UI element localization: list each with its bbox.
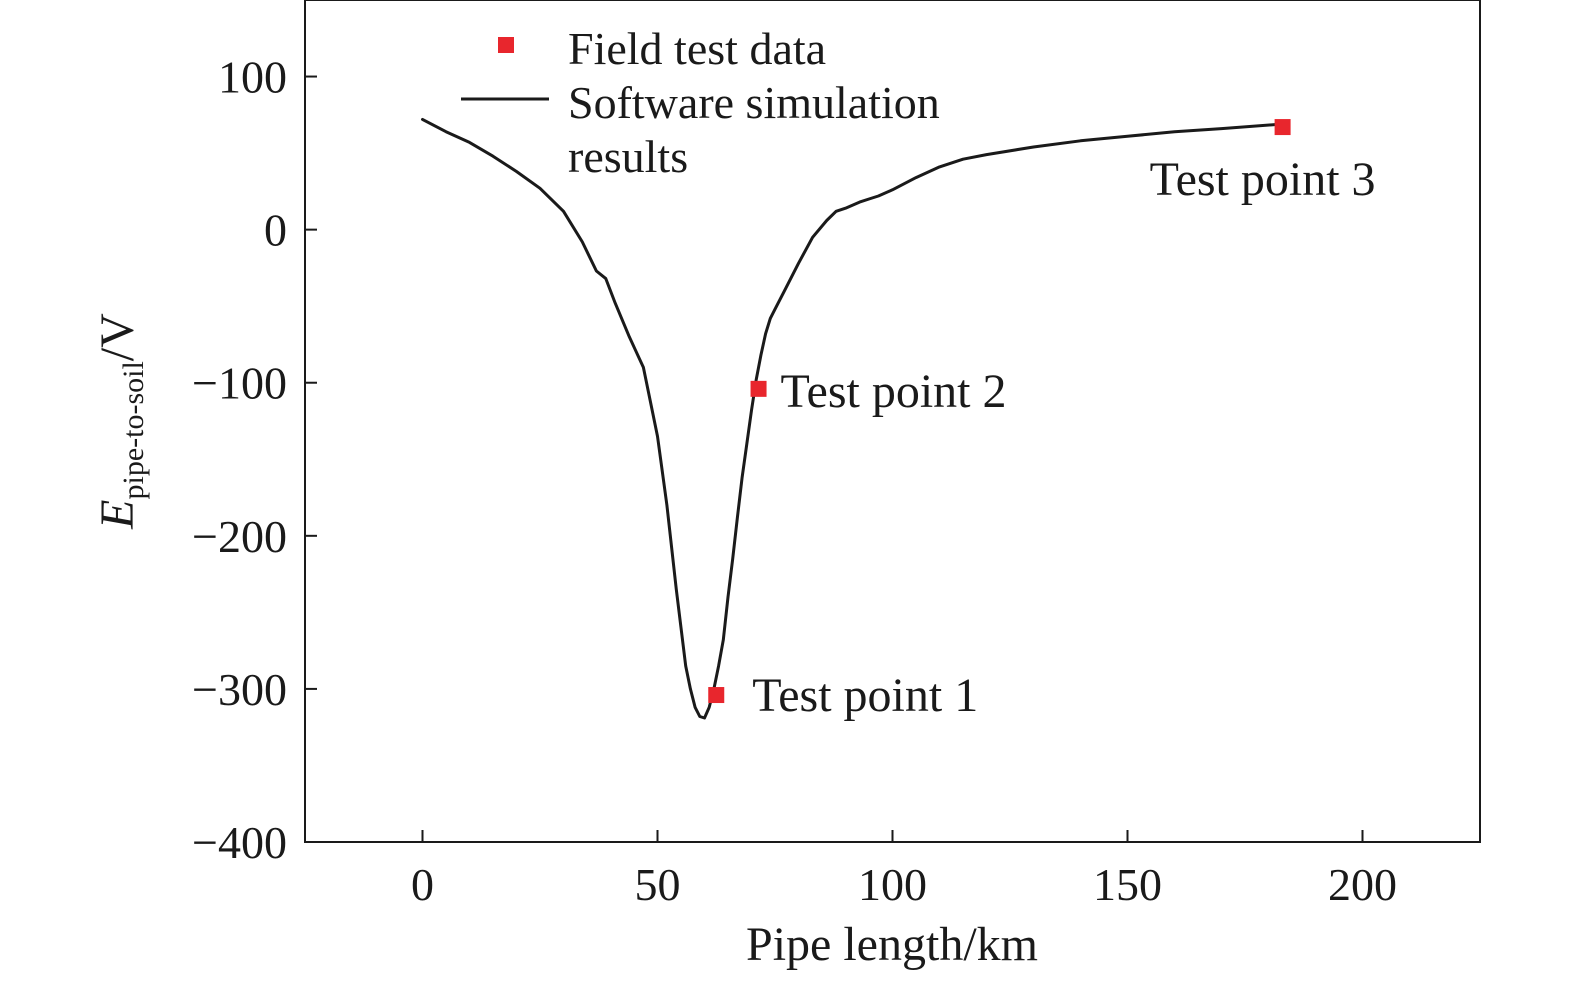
x-axis-ticks: 0 50 100 150 200 — [411, 830, 1397, 910]
y-axis-ticks: 100 0 −100 −200 −300 −400 — [192, 52, 317, 868]
y-tick-label: 0 — [264, 205, 287, 256]
y-axis-label-main: E — [91, 499, 144, 529]
x-tick-label: 50 — [635, 859, 681, 910]
y-axis-label-suffix: /V — [91, 313, 144, 361]
x-tick-label: 200 — [1328, 859, 1397, 910]
legend-label-simulation-line2: results — [568, 131, 688, 182]
annotation-layer: Test point 1 Test point 2 Test point 3 — [752, 153, 1375, 722]
y-tick-label: 100 — [218, 52, 287, 103]
test-point-label: Test point 3 — [1150, 153, 1376, 206]
y-tick-label: −100 — [192, 358, 287, 409]
x-axis-label: Pipe length/km — [746, 918, 1038, 971]
y-tick-label: −400 — [192, 817, 287, 868]
y-axis-label-subscript: pipe-to-soil — [117, 361, 150, 499]
legend-label-simulation-line1: Software simulation — [568, 77, 940, 128]
y-tick-label: −300 — [192, 664, 287, 715]
legend-marker-field-test — [498, 37, 514, 53]
field-test-point — [750, 380, 767, 397]
x-tick-label: 0 — [411, 859, 434, 910]
y-axis-label: Epipe-to-soil/V — [91, 313, 150, 530]
y-tick-label: −200 — [192, 511, 287, 562]
test-point-label: Test point 2 — [781, 365, 1007, 418]
test-point-label: Test point 1 — [752, 669, 978, 722]
x-tick-label: 100 — [858, 859, 927, 910]
legend-label-field-test: Field test data — [568, 23, 826, 74]
field-test-point — [1274, 119, 1291, 136]
simulation-line — [421, 117, 1285, 720]
series-layer — [421, 117, 1291, 720]
field-test-point — [708, 687, 725, 704]
x-tick-label: 150 — [1093, 859, 1162, 910]
